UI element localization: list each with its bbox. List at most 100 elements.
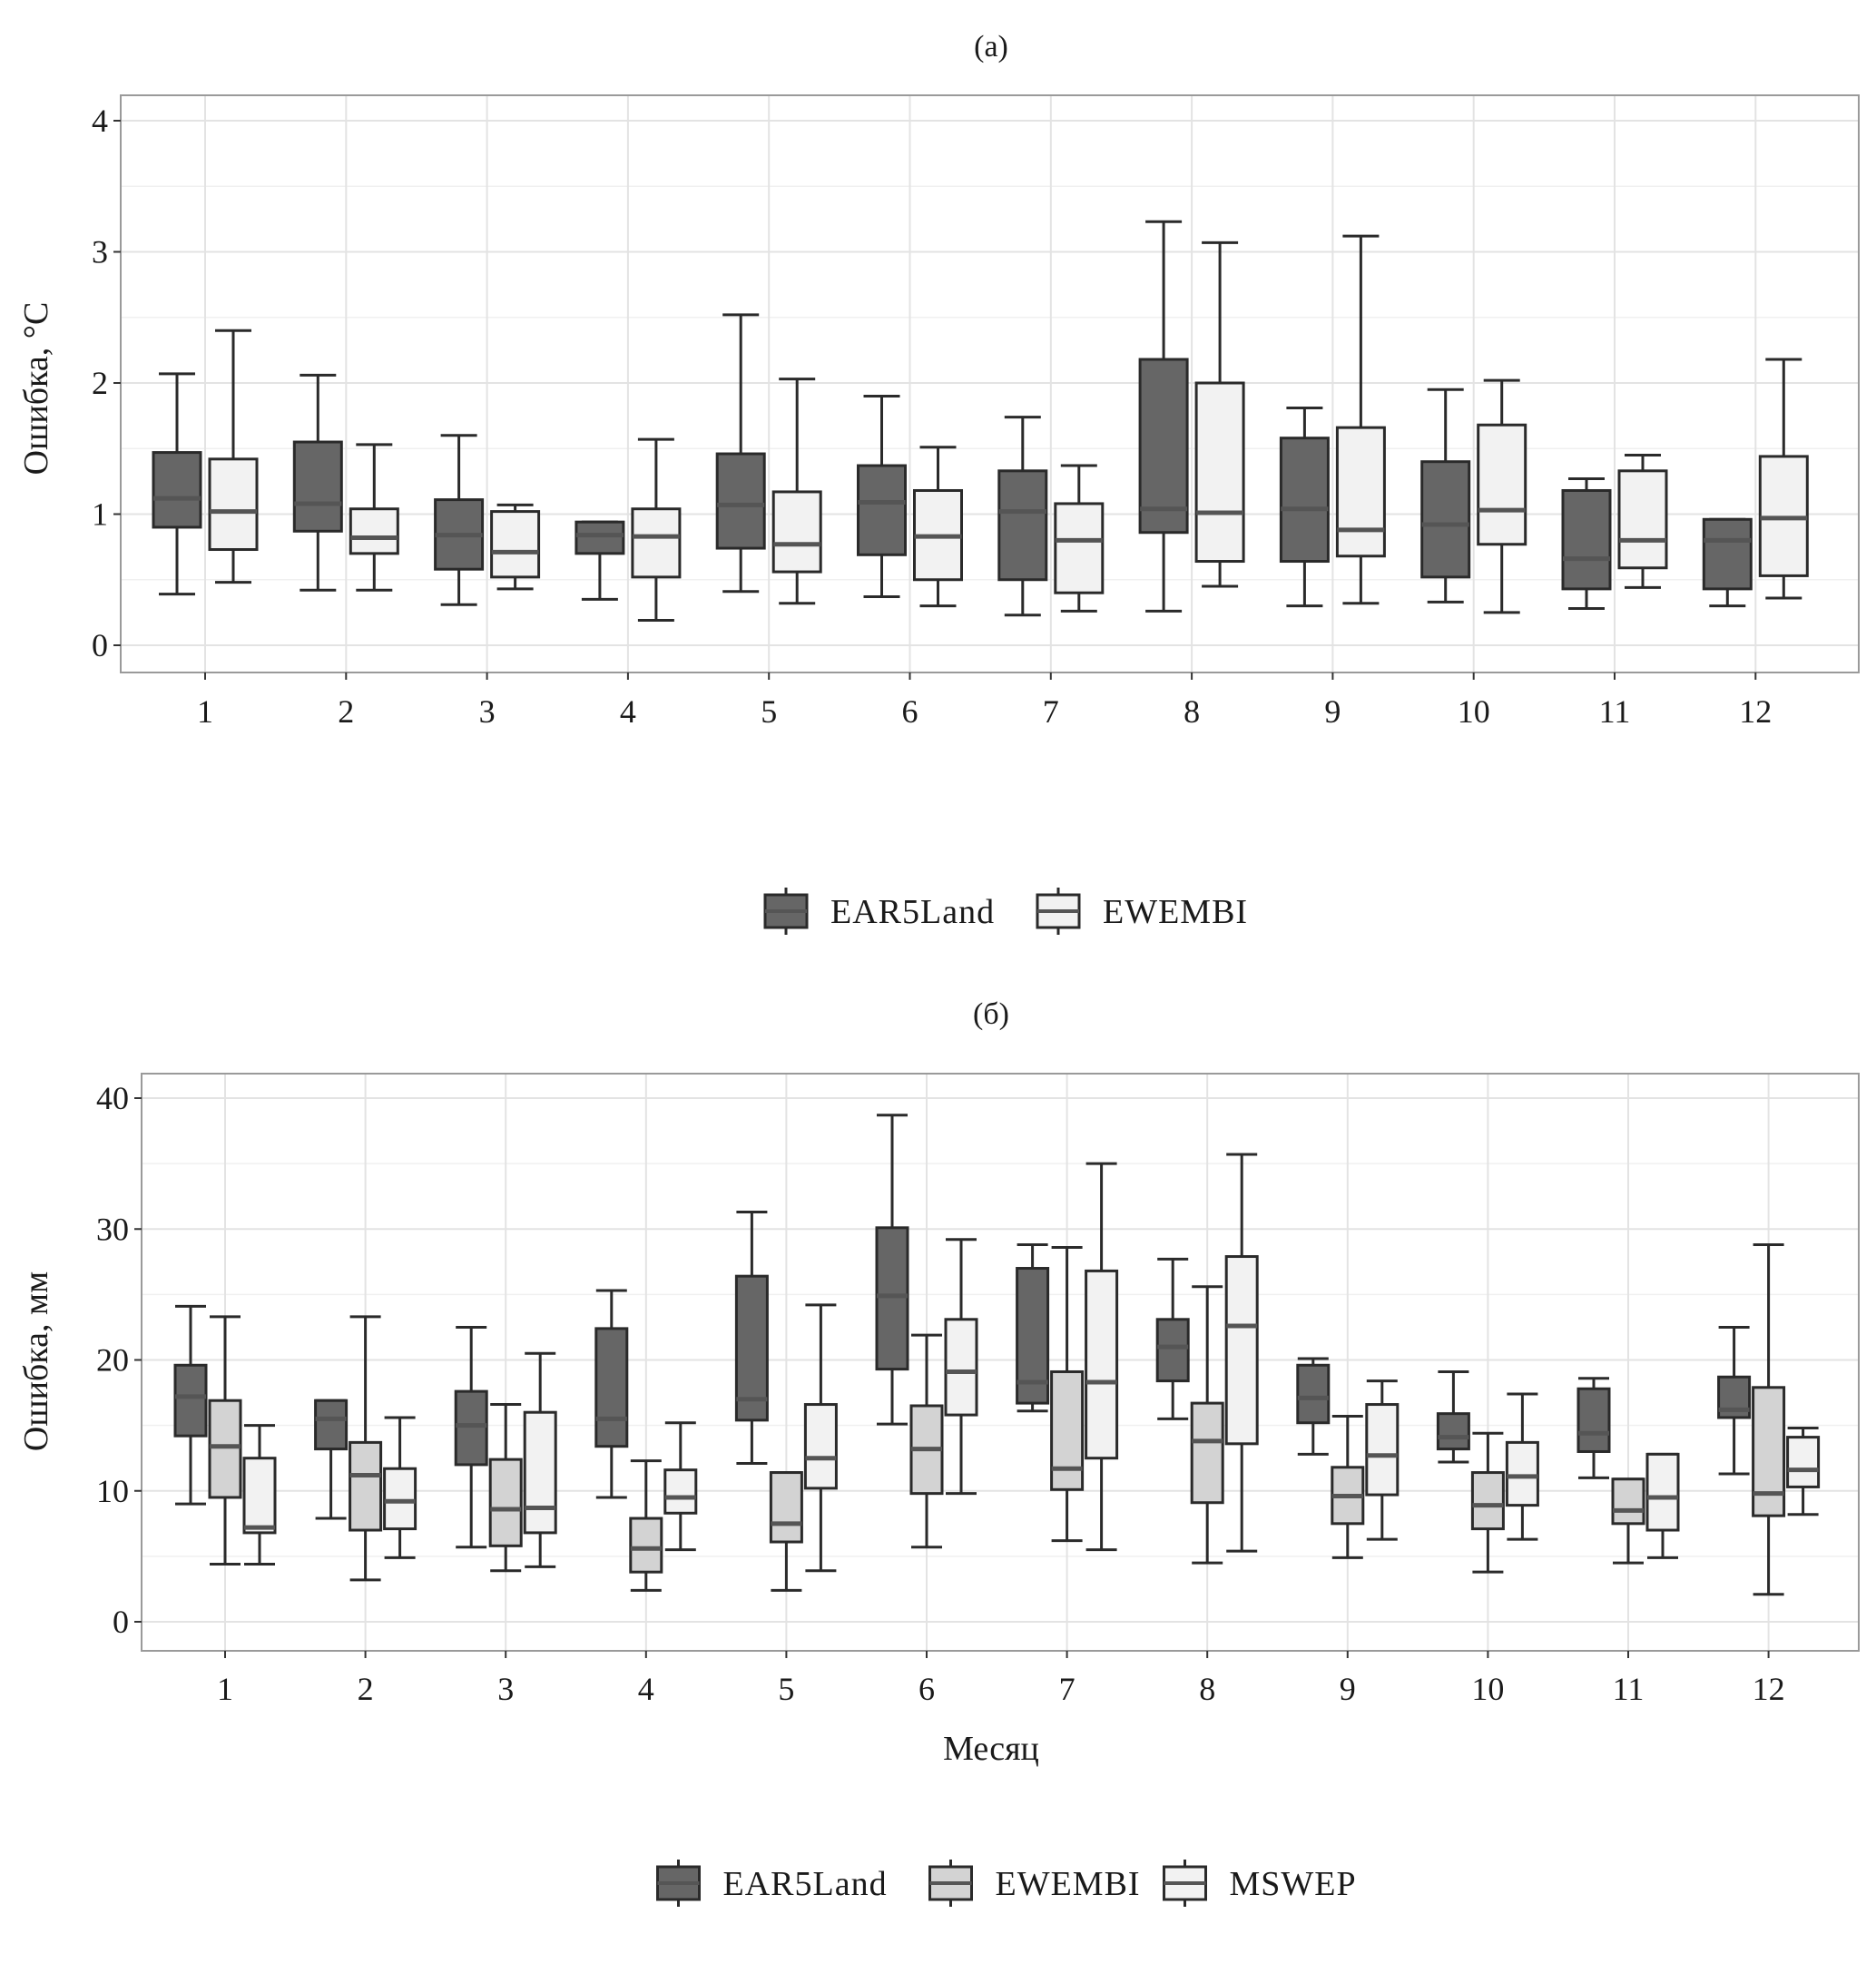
box: [208, 1399, 242, 1499]
legend-label: EWEMBI: [1103, 893, 1248, 931]
panel-a-boxes: [152, 220, 1809, 623]
x-tick-label: 2: [358, 1671, 374, 1707]
panel-b-title: (б): [973, 997, 1009, 1031]
y-tick-label: 4: [92, 103, 108, 139]
box: [1505, 1440, 1539, 1507]
y-tick-label: 30: [96, 1211, 129, 1247]
box-ear5land-month-9: [1296, 1357, 1331, 1456]
legend-item-ear5land: EAR5Land: [763, 888, 994, 935]
box-ear5land-month-8: [1138, 220, 1189, 613]
box: [1617, 469, 1668, 570]
legend-item-mswep: MSWEP: [1163, 1860, 1357, 1907]
legend-item-ewembi: EWEMBI: [1036, 888, 1248, 935]
box: [575, 520, 625, 555]
box: [1470, 1471, 1505, 1531]
y-tick-label: 10: [96, 1473, 129, 1509]
box: [1611, 1477, 1645, 1526]
box: [1054, 502, 1105, 594]
box-ear5land-month-9: [1279, 406, 1330, 608]
box: [1420, 460, 1471, 579]
box-ear5land-month-4: [594, 1289, 629, 1499]
box-ear5land-month-6: [857, 394, 907, 599]
box-ewembi-month-5: [769, 1471, 803, 1592]
panel-a-legend: EAR5Land EWEMBI: [763, 888, 1248, 935]
x-tick-label: 10: [1471, 1671, 1504, 1707]
box: [1138, 358, 1189, 535]
panel-a-title: (а): [974, 30, 1008, 64]
box-mswep-month-8: [1224, 1153, 1259, 1553]
box-ewembi-month-4: [631, 437, 682, 623]
box: [1477, 423, 1527, 546]
panel-b-x-axis: 1 2 3 4 5 6 7 8 9 10 11 12: [217, 1651, 1785, 1707]
panel-b-x-axis-title: Месяц: [943, 1730, 1039, 1768]
box-mswep-month-10: [1505, 1392, 1539, 1541]
box-ewembi-month-12: [1752, 1243, 1786, 1596]
box: [734, 1274, 769, 1422]
box-ewembi-month-4: [629, 1459, 663, 1592]
box-mswep-month-1: [242, 1424, 277, 1566]
box: [857, 464, 907, 556]
box: [803, 1403, 838, 1490]
box: [314, 1399, 349, 1451]
box-ear5land-month-10: [1436, 1369, 1470, 1464]
box-ewembi-month-2: [349, 443, 399, 592]
box: [1645, 1452, 1680, 1532]
x-tick-label: 1: [197, 693, 213, 730]
box: [1786, 1436, 1821, 1488]
y-tick-label: 0: [92, 627, 108, 663]
box-ear5land-month-10: [1420, 388, 1471, 604]
box: [1335, 426, 1386, 558]
box-ewembi-month-11: [1611, 1477, 1645, 1565]
box: [383, 1467, 417, 1531]
box: [944, 1318, 978, 1417]
box: [1224, 1255, 1259, 1446]
box: [1085, 1269, 1119, 1460]
x-tick-label: 9: [1324, 693, 1341, 730]
x-tick-label: 11: [1613, 1671, 1645, 1707]
box-mswep-month-5: [803, 1303, 838, 1573]
x-tick-label: 2: [338, 693, 354, 730]
y-tick-label: 20: [96, 1342, 129, 1379]
box: [715, 452, 766, 550]
box-ewembi-month-8: [1194, 240, 1245, 588]
box-ewembi-month-1: [208, 329, 259, 584]
box: [490, 510, 541, 579]
box-ear5land-month-8: [1155, 1257, 1190, 1420]
box-mswep-month-3: [523, 1351, 557, 1568]
box: [1279, 437, 1330, 564]
box-ear5land-month-11: [1561, 476, 1612, 611]
box: [523, 1410, 557, 1535]
x-tick-label: 6: [902, 693, 918, 730]
box-mswep-month-4: [663, 1421, 698, 1552]
box-ear5land-month-5: [734, 1210, 769, 1465]
x-tick-label: 1: [217, 1671, 233, 1707]
x-tick-label: 3: [479, 693, 496, 730]
box: [349, 1440, 383, 1532]
panel-b-grid: [142, 1074, 1859, 1651]
y-tick-label: 1: [92, 496, 108, 533]
box-ear5land-month-4: [575, 520, 625, 601]
box: [1561, 488, 1612, 591]
box-ear5land-month-3: [434, 434, 485, 606]
x-tick-label: 8: [1199, 1671, 1215, 1707]
box-ear5land-month-11: [1576, 1377, 1611, 1479]
panel-b-plot-area: [141, 1073, 1860, 1652]
box-ewembi-month-10: [1477, 378, 1527, 614]
box-mswep-month-11: [1645, 1452, 1680, 1559]
box: [1365, 1403, 1400, 1497]
box-ear5land-month-12: [1717, 1325, 1752, 1476]
box-ewembi-month-8: [1190, 1285, 1224, 1565]
legend-label: EAR5Land: [723, 1865, 888, 1903]
legend-label: MSWEP: [1230, 1865, 1357, 1903]
panel-a-y-axis: 0 1 2 3 4: [92, 103, 121, 663]
box-ear5land-month-6: [875, 1114, 909, 1426]
box-ear5land-month-1: [152, 372, 202, 596]
box: [1702, 517, 1753, 591]
legend-item-ewembi: EWEMBI: [928, 1860, 1141, 1907]
x-tick-label: 6: [918, 1671, 935, 1707]
box-ewembi-month-7: [1054, 464, 1105, 613]
legend-label: EWEMBI: [996, 1865, 1141, 1903]
panel-a-x-axis: 1 2 3 4 5 6 7 8 9 10 11 12: [197, 672, 1772, 730]
box: [1436, 1412, 1470, 1451]
